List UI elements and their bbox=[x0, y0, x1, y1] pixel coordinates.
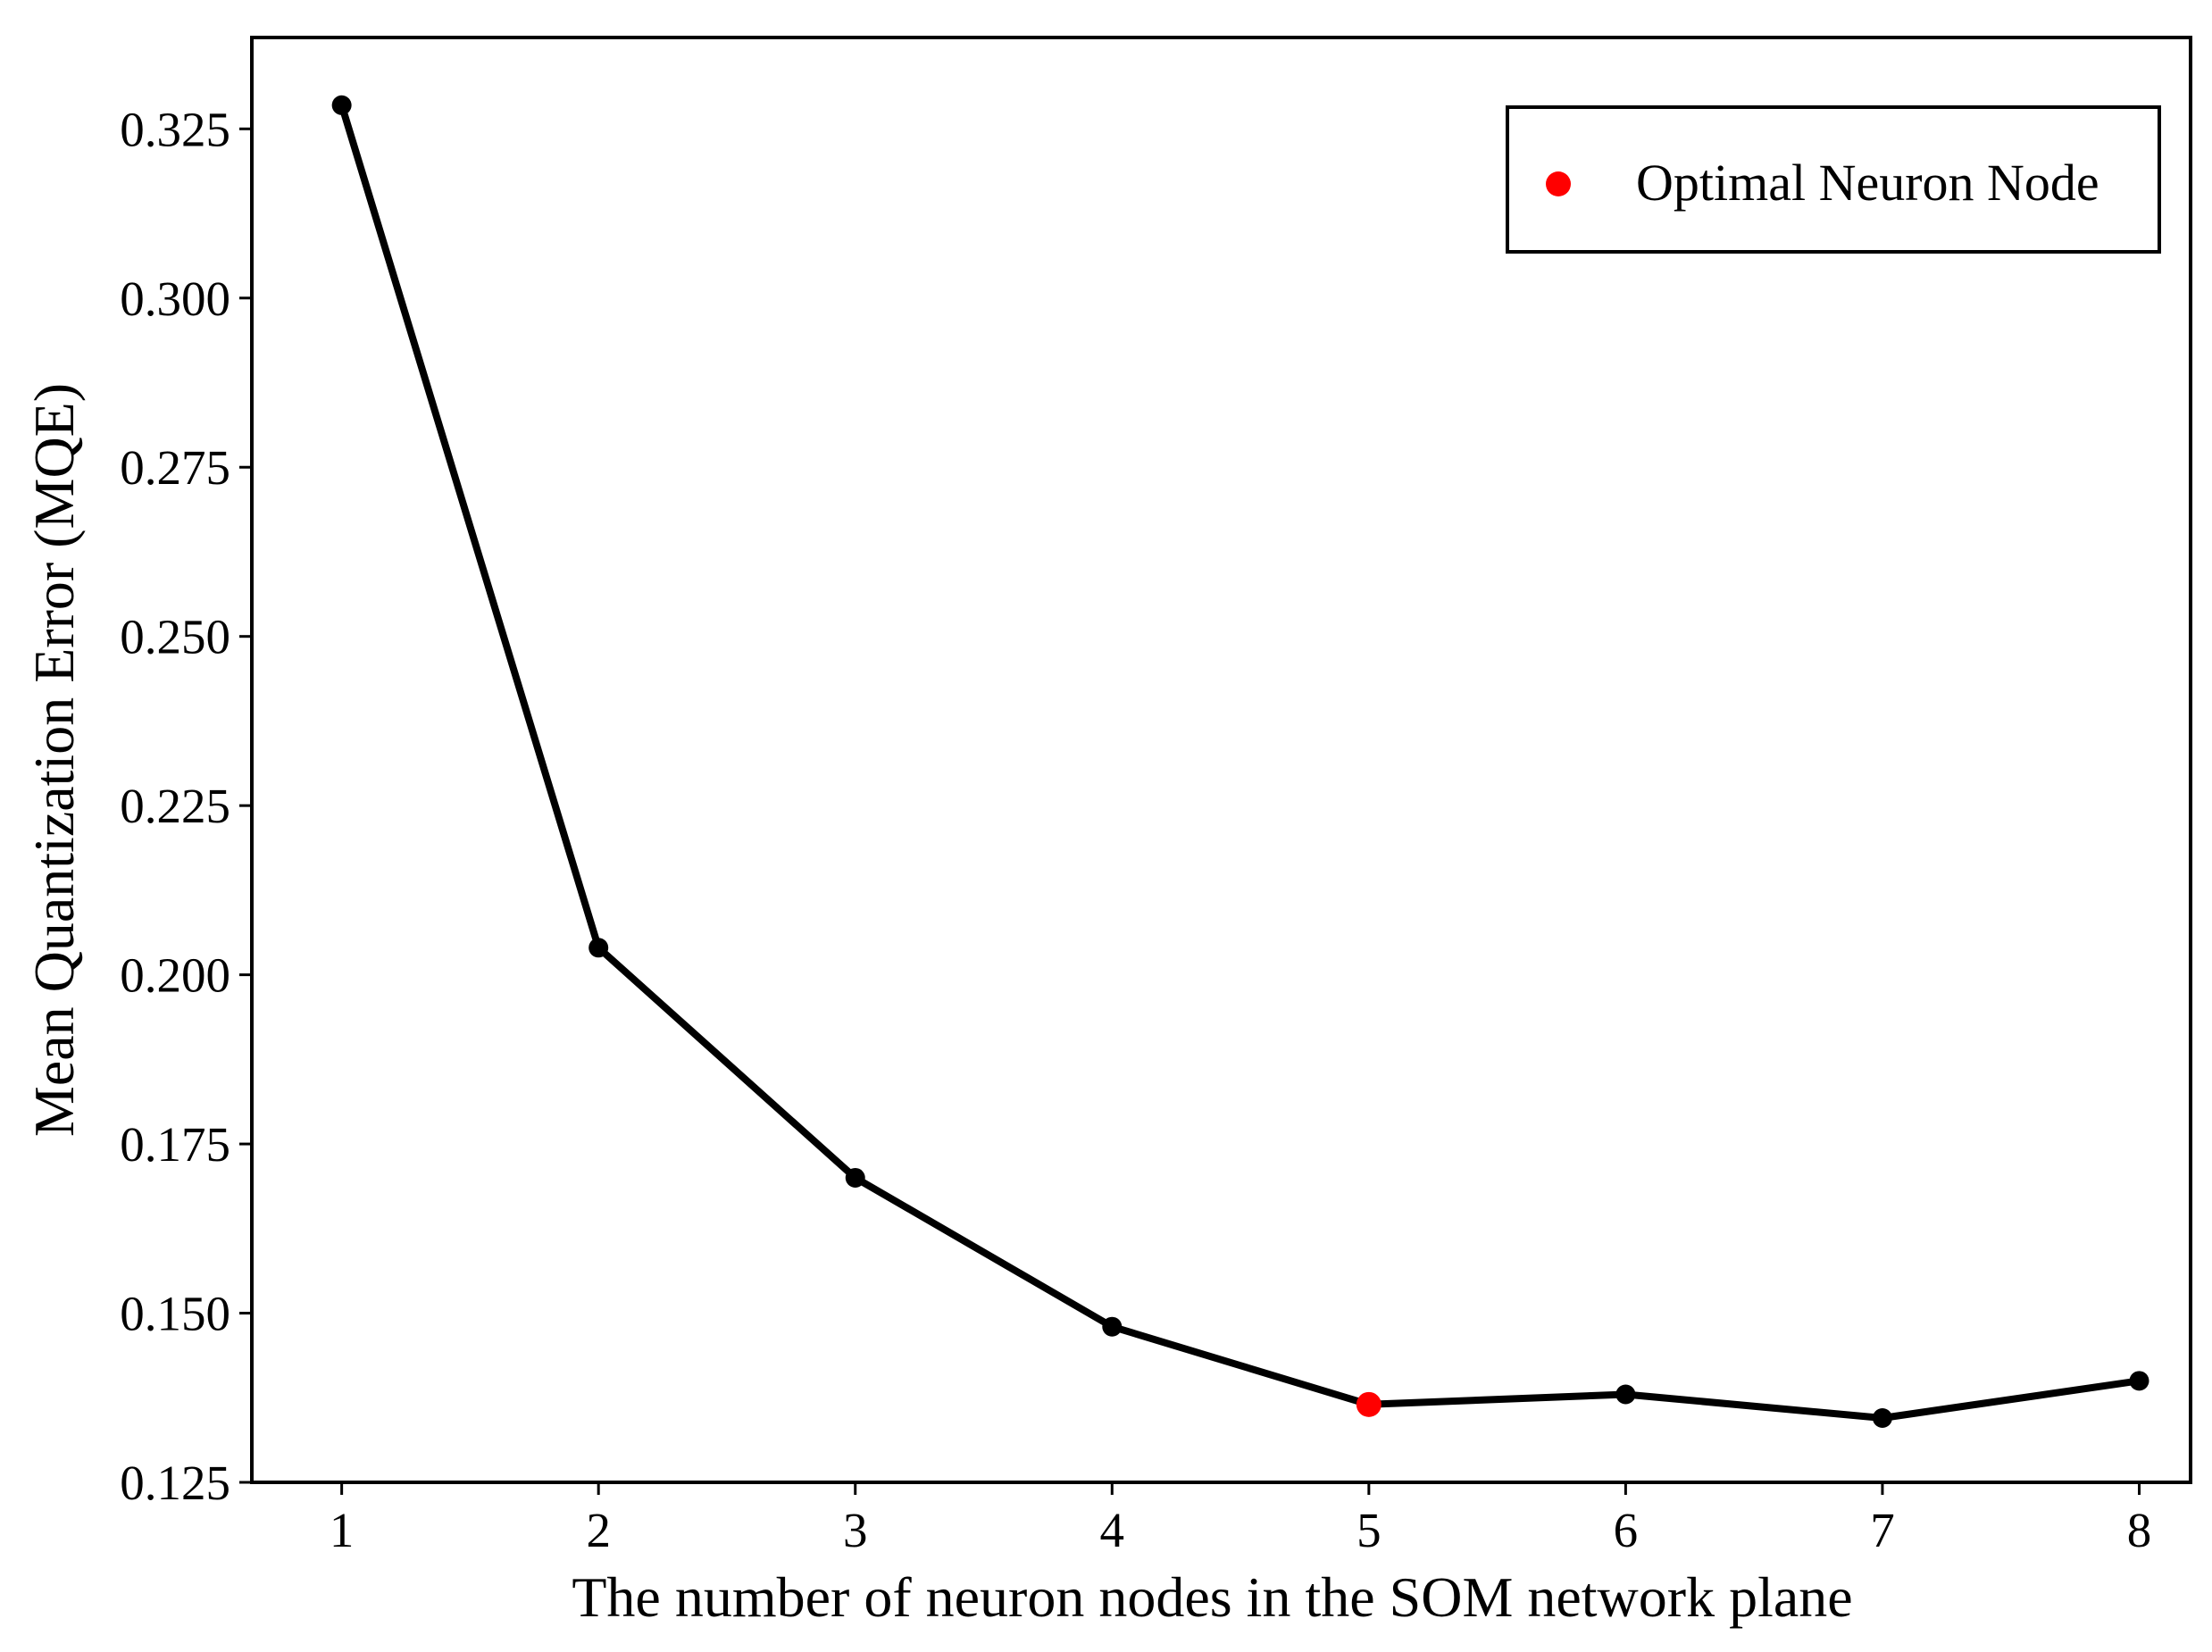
series-line bbox=[338, 104, 2141, 1422]
y-tick-label: 0.200 bbox=[120, 948, 230, 1003]
data-point bbox=[1615, 1384, 1636, 1405]
y-axis: 0.125 0.150 0.175 0.200 0.225 0.250 0.275 0.300… bbox=[120, 102, 252, 1510]
x-tick-label: 5 bbox=[1356, 1503, 1381, 1557]
legend-label: Optimal Neuron Node bbox=[1636, 154, 2099, 212]
data-point bbox=[588, 938, 609, 958]
x-tick-label: 3 bbox=[843, 1503, 868, 1557]
y-tick-label: 0.225 bbox=[120, 779, 230, 833]
data-point bbox=[2129, 1371, 2149, 1391]
y-tick-label: 0.300 bbox=[120, 271, 230, 326]
legend-box bbox=[1506, 105, 2161, 254]
y-tick-label: 0.325 bbox=[120, 102, 230, 156]
data-point bbox=[1872, 1408, 1892, 1429]
y-tick-label: 0.125 bbox=[120, 1456, 230, 1510]
data-point bbox=[1102, 1316, 1123, 1337]
y-tick-label: 0.275 bbox=[120, 440, 230, 495]
x-tick-label: 1 bbox=[330, 1503, 355, 1557]
legend-marker bbox=[1546, 171, 1571, 196]
x-tick-label: 6 bbox=[1614, 1503, 1639, 1557]
plot-area bbox=[250, 36, 2192, 1484]
data-point bbox=[845, 1167, 865, 1188]
y-tick-label: 0.150 bbox=[120, 1287, 230, 1341]
legend: Optimal Neuron Node bbox=[1506, 105, 2161, 254]
plot-frame bbox=[250, 36, 2192, 1484]
x-axis: 1 2 3 4 5 6 7 8 bbox=[330, 1482, 2151, 1557]
x-tick-label: 2 bbox=[586, 1503, 611, 1557]
x-tick-label: 7 bbox=[1870, 1503, 1895, 1557]
y-tick-label: 0.175 bbox=[120, 1117, 230, 1172]
optimal-point bbox=[1356, 1391, 1381, 1417]
y-tick-label: 0.250 bbox=[120, 610, 230, 664]
data-point bbox=[331, 95, 352, 115]
x-axis-title: The number of neuron nodes in the SOM ne… bbox=[572, 1565, 1852, 1629]
y-axis-title: Mean Quantization Error (MQE) bbox=[22, 383, 86, 1137]
x-tick-label: 4 bbox=[1100, 1503, 1125, 1557]
x-tick-label: 8 bbox=[2127, 1503, 2152, 1557]
